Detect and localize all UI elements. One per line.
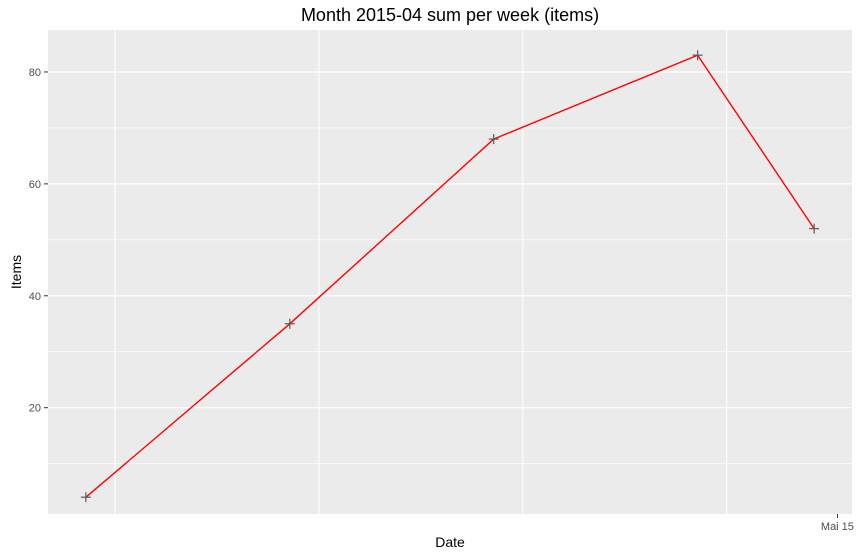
- data-point: [284, 318, 295, 329]
- y-tick-label: 60: [29, 179, 41, 191]
- major-gridlines-x: [114, 30, 728, 514]
- x-axis-label: Date: [435, 534, 465, 550]
- points-layer: [80, 50, 820, 503]
- x-tick-label: Mai 15: [821, 521, 854, 533]
- data-point: [488, 134, 499, 145]
- data-point: [692, 50, 703, 61]
- data-point: [80, 492, 91, 503]
- minor-gridlines-y: [48, 127, 852, 464]
- data-point: [809, 223, 820, 234]
- y-axis-label: Items: [8, 255, 24, 289]
- y-tick-label: 20: [29, 403, 41, 415]
- y-tick-label: 40: [29, 291, 41, 303]
- y-tick-label: 80: [29, 67, 41, 79]
- y-axis: 20 40 60 80: [29, 67, 48, 415]
- chart-title: Month 2015-04 sum per week (items): [301, 5, 599, 25]
- x-axis: Mai 15: [821, 514, 854, 533]
- plot-panel: [48, 30, 852, 514]
- major-gridlines-y: [48, 71, 852, 409]
